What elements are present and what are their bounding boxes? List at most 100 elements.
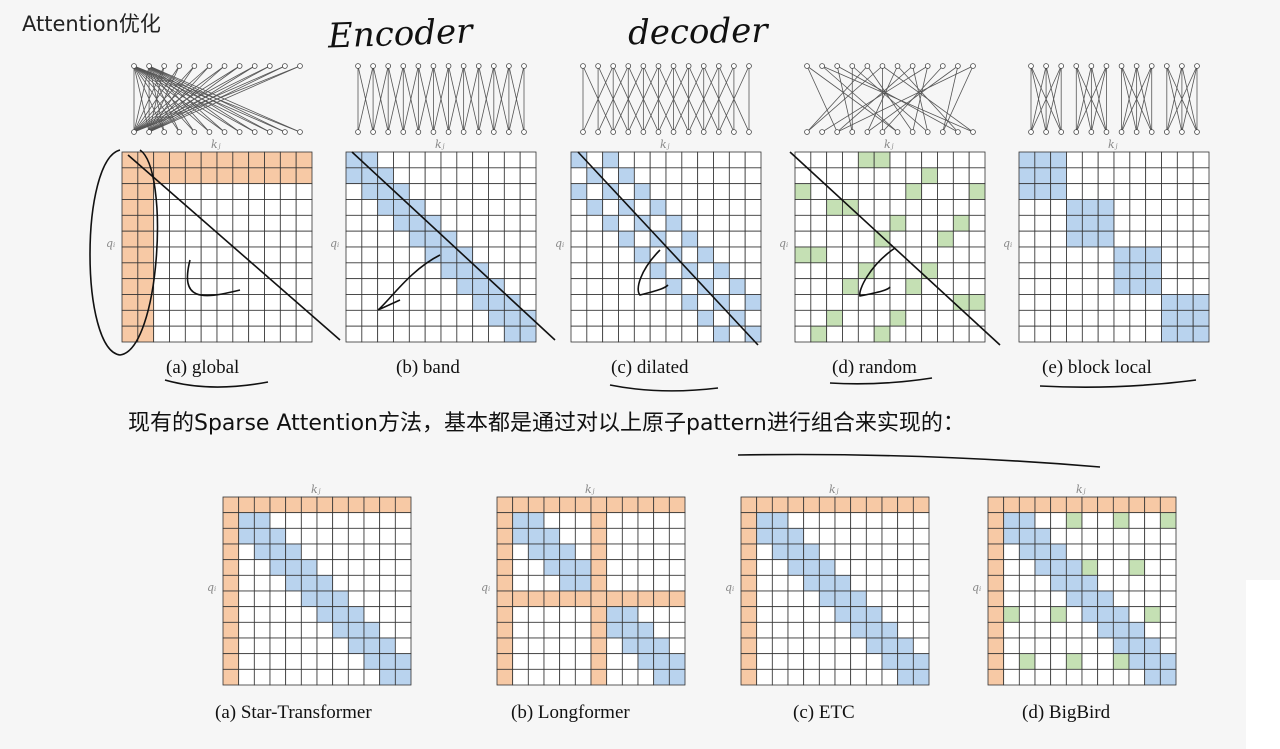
matrix-cell bbox=[424, 151, 442, 169]
connection-line bbox=[882, 65, 944, 133]
matrix-cell bbox=[842, 230, 859, 248]
matrix-cell bbox=[347, 590, 365, 608]
matrix-cell bbox=[921, 262, 938, 280]
matrix-cell bbox=[1081, 496, 1099, 514]
matrix-cell bbox=[1034, 606, 1052, 623]
matrix-cell bbox=[1161, 167, 1178, 185]
token-node bbox=[804, 63, 810, 69]
matrix-cell bbox=[1112, 653, 1130, 670]
matrix-cell bbox=[248, 309, 265, 327]
matrix-cell bbox=[503, 325, 521, 343]
matrix-cell bbox=[1081, 294, 1099, 311]
matrix-cell bbox=[1081, 151, 1099, 169]
matrix-cell bbox=[300, 590, 318, 608]
matrix-cell bbox=[248, 278, 265, 295]
matrix-cell bbox=[771, 621, 789, 639]
matrix-cell bbox=[363, 621, 381, 639]
matrix-cell bbox=[269, 574, 287, 592]
matrix-cell bbox=[771, 527, 789, 545]
annotation-stroke bbox=[89, 149, 159, 356]
matrix-cell bbox=[200, 214, 218, 232]
matrix-cell bbox=[586, 183, 604, 200]
matrix-cell bbox=[794, 246, 812, 264]
matrix-cell bbox=[1128, 574, 1146, 592]
matrix-cell bbox=[527, 606, 545, 623]
matrix-cell bbox=[543, 637, 561, 655]
token-node bbox=[1179, 129, 1185, 135]
matrix-cell bbox=[377, 325, 394, 343]
matrix-cell bbox=[121, 151, 139, 169]
matrix-cell bbox=[1065, 574, 1083, 592]
matrix-cell bbox=[361, 167, 379, 185]
matrix-cell bbox=[602, 199, 619, 216]
matrix-cell bbox=[912, 543, 930, 561]
matrix-cell bbox=[1113, 199, 1131, 216]
matrix-cell bbox=[987, 668, 1005, 686]
token-node bbox=[1043, 63, 1049, 69]
token-node bbox=[146, 63, 152, 69]
matrix-cell bbox=[440, 262, 458, 280]
matrix-cell bbox=[1159, 527, 1177, 545]
token-node bbox=[716, 129, 722, 135]
matrix-cell bbox=[1034, 294, 1052, 311]
matrix-cell bbox=[503, 246, 521, 264]
matrix-cell bbox=[810, 183, 828, 200]
matrix-cell bbox=[912, 590, 930, 608]
matrix-cell bbox=[756, 606, 773, 623]
matrix-cell bbox=[1145, 151, 1162, 169]
matrix-cell bbox=[361, 183, 379, 200]
matrix-cell bbox=[697, 151, 714, 169]
matrix-cell bbox=[345, 246, 363, 264]
matrix-cell bbox=[347, 559, 365, 576]
matrix-cell bbox=[649, 309, 667, 327]
matrix-cell bbox=[968, 214, 986, 232]
matrix-cell bbox=[728, 183, 746, 200]
matrix-cell bbox=[121, 199, 139, 216]
matrix-cell bbox=[379, 668, 396, 686]
matrix-cell bbox=[1081, 183, 1099, 200]
connection-line bbox=[612, 65, 644, 133]
matrix-cell bbox=[1113, 214, 1131, 232]
matrix-cell bbox=[238, 559, 255, 576]
matrix-cell bbox=[826, 230, 843, 248]
token-node bbox=[940, 63, 946, 69]
matrix-cell bbox=[787, 590, 805, 608]
token-node bbox=[385, 63, 391, 69]
matrix-cell bbox=[1161, 294, 1178, 311]
matrix-cell bbox=[1161, 151, 1178, 169]
connection-line bbox=[942, 65, 974, 133]
matrix-cell bbox=[238, 590, 255, 608]
matrix-cell bbox=[153, 151, 170, 169]
matrix-cell bbox=[621, 606, 639, 623]
matrix-cell bbox=[408, 325, 426, 343]
connection-line bbox=[148, 65, 301, 133]
matrix-cell bbox=[496, 543, 514, 561]
matrix-cell bbox=[332, 606, 349, 623]
matrix-cell bbox=[1081, 214, 1099, 232]
matrix-cell bbox=[865, 606, 883, 623]
matrix-cell bbox=[637, 512, 655, 529]
matrix-cell bbox=[1097, 621, 1114, 639]
matrix-cell bbox=[527, 559, 545, 576]
matrix-cell bbox=[665, 167, 683, 185]
matrix-cell bbox=[602, 325, 619, 343]
matrix-cell bbox=[169, 151, 186, 169]
matrix-cell bbox=[590, 590, 608, 608]
matrix-cell bbox=[153, 230, 170, 248]
matrix-cell bbox=[818, 637, 836, 655]
matrix-cell bbox=[1050, 278, 1067, 295]
matrix-cell bbox=[1112, 590, 1130, 608]
matrix-cell bbox=[574, 653, 592, 670]
matrix-cell bbox=[1097, 230, 1115, 248]
matrix-cell bbox=[332, 621, 349, 639]
matrix-cell bbox=[232, 167, 250, 185]
matrix-cell bbox=[912, 527, 930, 545]
matrix-cell bbox=[1034, 512, 1052, 529]
matrix-cell bbox=[253, 637, 271, 655]
token-node bbox=[131, 129, 137, 135]
connection-line bbox=[133, 65, 286, 133]
matrix-cell bbox=[488, 183, 505, 200]
matrix-cell bbox=[1161, 278, 1178, 295]
matrix-cell bbox=[232, 199, 250, 216]
matrix-cell bbox=[633, 246, 651, 264]
